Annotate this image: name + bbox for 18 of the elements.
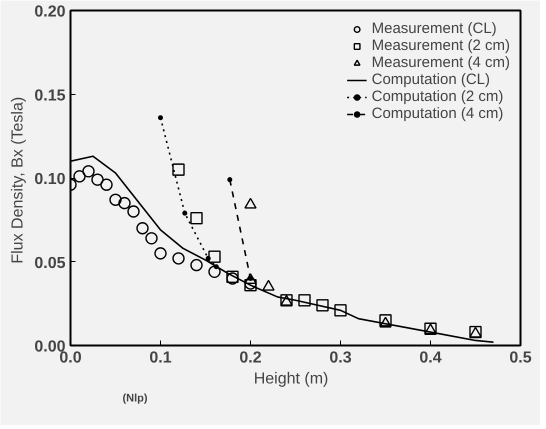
y-axis-title: Flux Density, Bx (Tesla) bbox=[9, 96, 26, 264]
x-tick-label: 0.2 bbox=[239, 350, 262, 366]
legend-label: Measurement (2 cm) bbox=[372, 37, 510, 54]
x-tick-label: 0.5 bbox=[509, 350, 532, 366]
y-tick-label: 0.15 bbox=[34, 87, 66, 104]
y-tick-label: 0.20 bbox=[34, 4, 66, 20]
legend-label: Measurement (CL) bbox=[372, 20, 497, 37]
y-tick-label: 0.10 bbox=[34, 171, 66, 188]
x-axis-title: Height (m) bbox=[254, 370, 328, 388]
legend-label: Computation (4 cm) bbox=[372, 105, 504, 122]
x-tick-label: 0.4 bbox=[419, 350, 442, 366]
y-tick-label: 0.05 bbox=[34, 254, 66, 272]
legend-label: Computation (CL) bbox=[372, 71, 490, 88]
x-tick-label: 0.1 bbox=[149, 350, 172, 366]
text: (Nlp) bbox=[122, 392, 148, 404]
legend-label: Computation (2 cm) bbox=[372, 88, 504, 105]
legend-label: Measurement (4 cm) bbox=[372, 54, 510, 71]
x-tick-label: 0.3 bbox=[329, 350, 352, 366]
